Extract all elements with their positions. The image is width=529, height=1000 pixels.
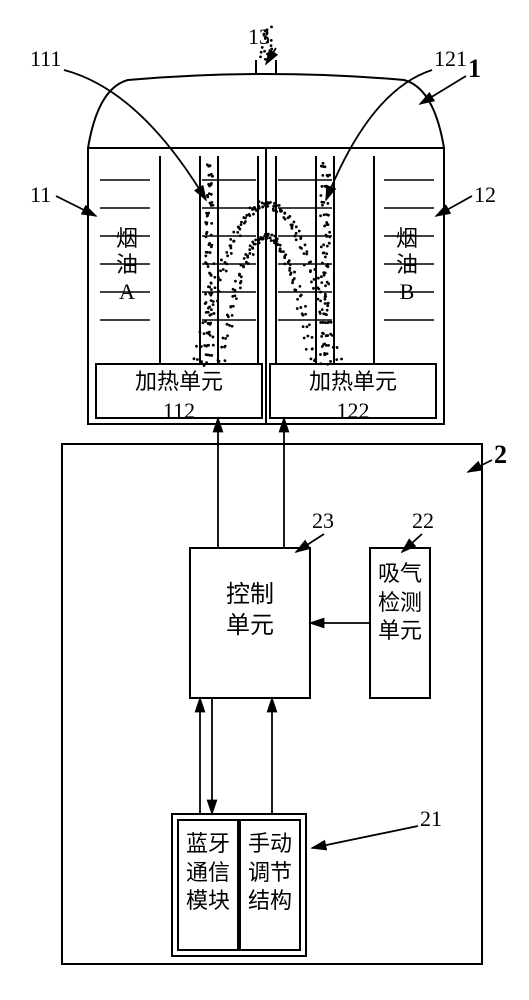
liquid-b-label: 烟油B <box>396 226 418 305</box>
ref-11: 11 <box>30 184 51 206</box>
bluetooth-label: 蓝牙通信模块 <box>178 830 238 916</box>
ref-21: 21 <box>420 808 442 830</box>
control-unit-label: 控制单元 <box>190 580 310 642</box>
liquid-a-label: 烟油A <box>116 226 138 305</box>
heating-unit-right-label: 加热单元122 <box>270 368 436 425</box>
heating-unit-left-label: 加热单元112 <box>96 368 262 425</box>
ref-22: 22 <box>412 510 434 532</box>
ref-1: 1 <box>468 56 481 82</box>
ref-111: 111 <box>30 48 61 70</box>
ref-23: 23 <box>312 510 334 532</box>
ref-2: 2 <box>494 442 507 468</box>
ref-121: 121 <box>434 48 467 70</box>
inhale-unit-label: 吸气检测单元 <box>370 560 430 646</box>
manual-label: 手动调节结构 <box>240 830 300 916</box>
ref-13: 13 <box>248 26 270 48</box>
ref-12: 12 <box>474 184 496 206</box>
